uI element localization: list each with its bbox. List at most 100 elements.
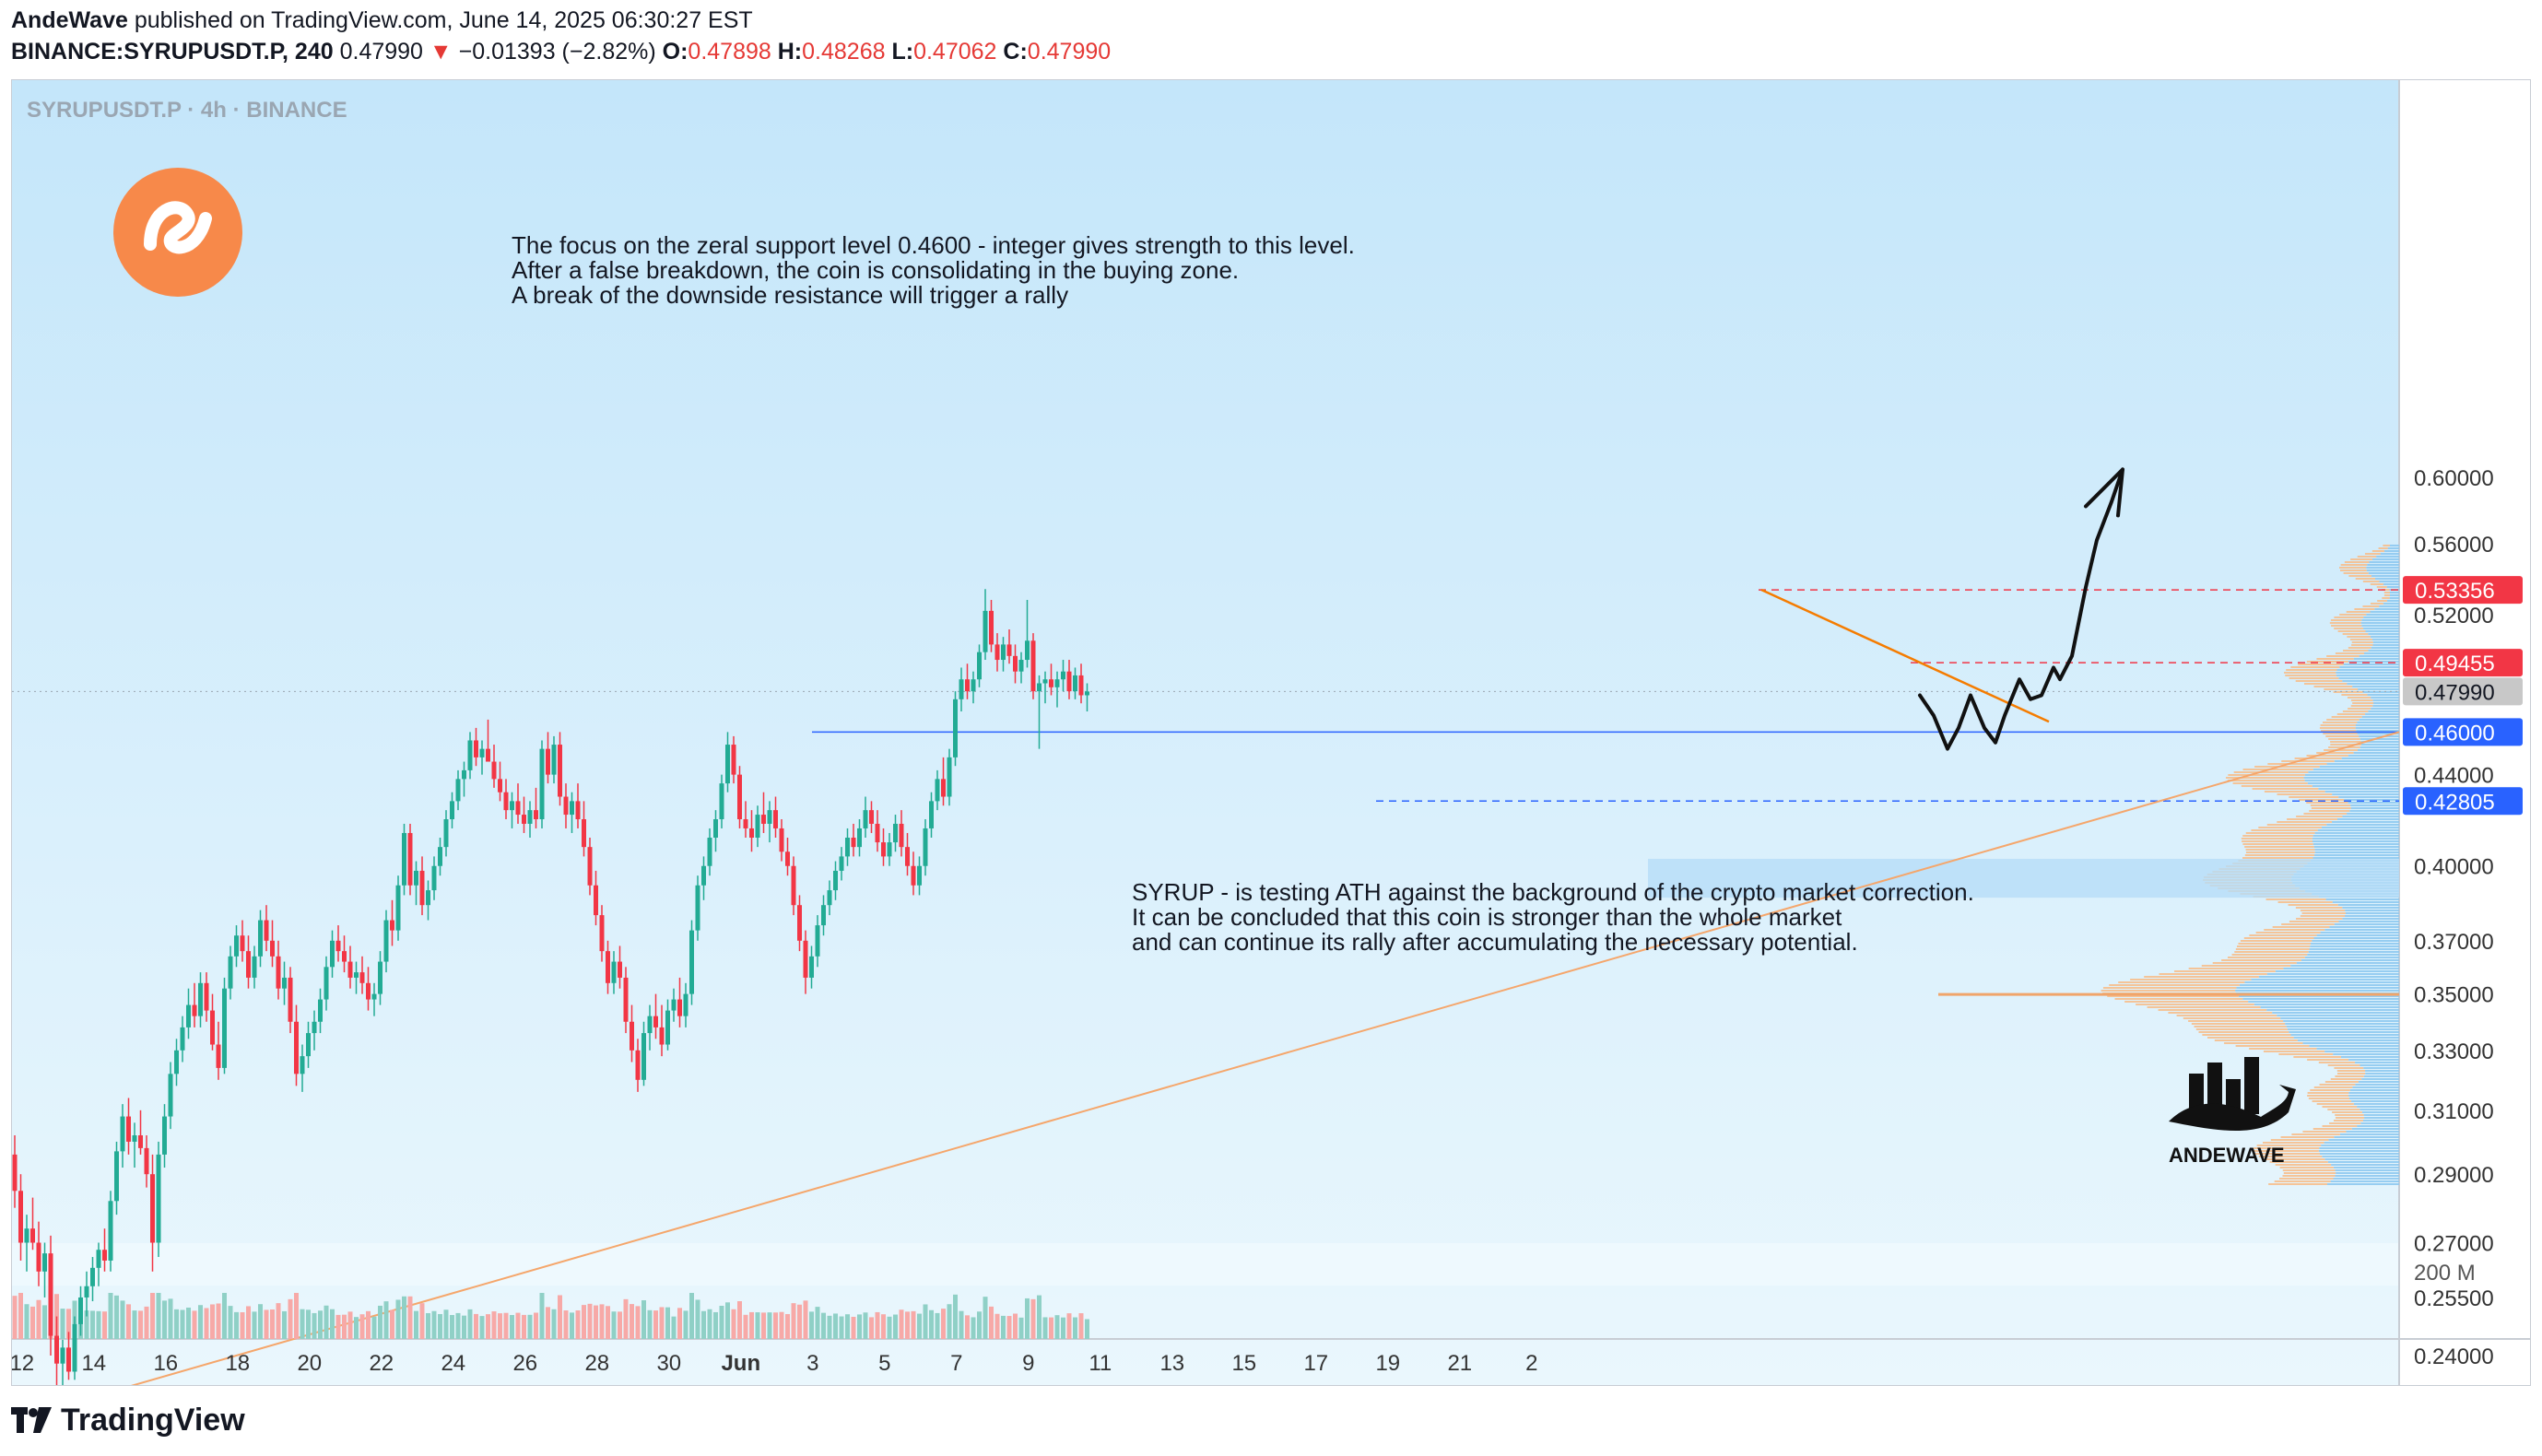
candle-body xyxy=(162,1116,167,1155)
profile-buy-bar xyxy=(2346,912,2399,914)
profile-sell-bar xyxy=(2307,1095,2349,1097)
profile-buy-bar xyxy=(2355,1084,2399,1086)
volume-bar xyxy=(779,1311,784,1339)
volume-bar xyxy=(294,1293,299,1339)
profile-buy-bar xyxy=(2285,1023,2399,1025)
profile-buy-bar xyxy=(2379,605,2399,607)
profile-sell-bar xyxy=(2285,675,2336,676)
candle-body xyxy=(342,951,347,962)
volume-bar xyxy=(390,1309,394,1339)
volume-bar xyxy=(833,1313,838,1339)
volume-bar xyxy=(971,1317,976,1339)
profile-sell-bar xyxy=(2335,652,2365,654)
profile-buy-bar xyxy=(2266,973,2399,975)
candle-body xyxy=(606,951,610,983)
volume-bar xyxy=(222,1293,227,1339)
author-name[interactable]: AndeWave xyxy=(11,7,128,33)
profile-sell-bar xyxy=(2102,987,2237,989)
volume-bar xyxy=(36,1299,41,1339)
profile-buy-bar xyxy=(2371,697,2399,699)
profile-buy-bar xyxy=(2313,769,2399,770)
profile-buy-bar xyxy=(2356,730,2399,732)
profile-sell-bar xyxy=(2330,744,2361,746)
top-annotation: The focus on the zeral support level 0.4… xyxy=(512,231,1355,309)
profile-sell-bar xyxy=(2307,1092,2349,1094)
candle-body xyxy=(419,870,425,906)
candle-body xyxy=(653,1016,658,1027)
profile-buy-bar xyxy=(2310,945,2399,947)
profile-buy-bar xyxy=(2361,619,2399,621)
candle-body xyxy=(749,828,754,839)
candle-body xyxy=(186,1004,191,1027)
profile-sell-bar xyxy=(2289,796,2339,798)
profile-buy-bar xyxy=(2365,713,2399,715)
chart-svg[interactable]: SYRUPUSDT.P · 4h · BINANCE The focus on … xyxy=(12,80,2531,1386)
volume-bar xyxy=(1013,1313,1018,1339)
profile-sell-bar xyxy=(2101,990,2236,992)
volume-bar xyxy=(335,1314,341,1339)
volume-bar xyxy=(881,1314,886,1339)
profile-buy-bar xyxy=(2347,813,2399,815)
profile-buy-bar xyxy=(2342,907,2399,909)
profile-buy-bar xyxy=(2302,1042,2399,1044)
candle-body xyxy=(599,915,605,952)
volume-bar xyxy=(665,1307,670,1339)
profile-buy-bar xyxy=(2387,547,2399,549)
profile-sell-bar xyxy=(2255,932,2321,933)
chart-container[interactable]: SYRUPUSDT.P · 4h · BINANCE The focus on … xyxy=(11,79,2531,1386)
profile-buy-bar xyxy=(2368,650,2399,652)
profile-sell-bar xyxy=(2130,979,2252,980)
volume-bar xyxy=(306,1309,311,1339)
profile-sell-bar xyxy=(2183,1017,2281,1019)
profile-sell-bar xyxy=(2258,1156,2323,1157)
profile-sell-bar xyxy=(2275,1164,2332,1166)
profile-buy-bar xyxy=(2325,898,2399,900)
profile-sell-bar xyxy=(2214,1039,2298,1041)
volume-bar xyxy=(216,1303,221,1339)
profile-sell-bar xyxy=(2341,694,2368,696)
candle-body xyxy=(773,810,778,828)
volume-bar xyxy=(653,1310,658,1339)
profile-buy-bar xyxy=(2373,702,2399,704)
volume-bar xyxy=(18,1293,23,1339)
candle-body xyxy=(575,801,581,820)
volume-bar xyxy=(977,1311,982,1339)
volume-bar xyxy=(719,1306,724,1339)
candle-body xyxy=(354,972,359,978)
profile-sell-bar xyxy=(2316,752,2354,754)
candle-body xyxy=(1025,640,1030,661)
profile-buy-bar xyxy=(2350,807,2399,809)
profile-sell-bar xyxy=(2241,785,2313,787)
volume-bar xyxy=(1001,1315,1006,1339)
volume-bar xyxy=(431,1310,437,1339)
volume-bar xyxy=(701,1310,706,1339)
price-tick: 0.29000 xyxy=(2414,1163,2494,1188)
candle-body xyxy=(450,801,454,820)
profile-buy-bar xyxy=(2244,981,2399,983)
profile-sell-bar xyxy=(2245,849,2315,851)
volume-bar xyxy=(300,1309,305,1339)
profile-sell-bar xyxy=(2336,1070,2366,1072)
profile-buy-bar xyxy=(2312,940,2399,942)
volume-bar xyxy=(438,1313,442,1339)
profile-buy-bar xyxy=(2348,755,2399,757)
profile-sell-bar xyxy=(2296,918,2343,920)
profile-buy-bar xyxy=(2320,932,2399,933)
volume-bar xyxy=(210,1304,215,1339)
volume-bar xyxy=(168,1298,173,1339)
volume-bar xyxy=(12,1296,18,1339)
candle-body xyxy=(312,1021,317,1034)
candle-body xyxy=(60,1347,65,1364)
profile-sell-bar xyxy=(2320,730,2357,732)
candle-body xyxy=(851,838,856,848)
tradingview-logo[interactable]: TradingView xyxy=(11,1403,245,1438)
profile-sell-bar xyxy=(2322,1106,2358,1108)
profile-buy-bar xyxy=(2348,1095,2399,1097)
volume-bar xyxy=(144,1306,149,1339)
profile-sell-bar xyxy=(2268,1183,2327,1185)
profile-buy-bar xyxy=(2258,976,2399,978)
profile-buy-bar xyxy=(2357,749,2399,751)
profile-sell-bar xyxy=(2333,1120,2363,1121)
volume-bar xyxy=(773,1312,778,1339)
volume-bar xyxy=(354,1317,359,1339)
